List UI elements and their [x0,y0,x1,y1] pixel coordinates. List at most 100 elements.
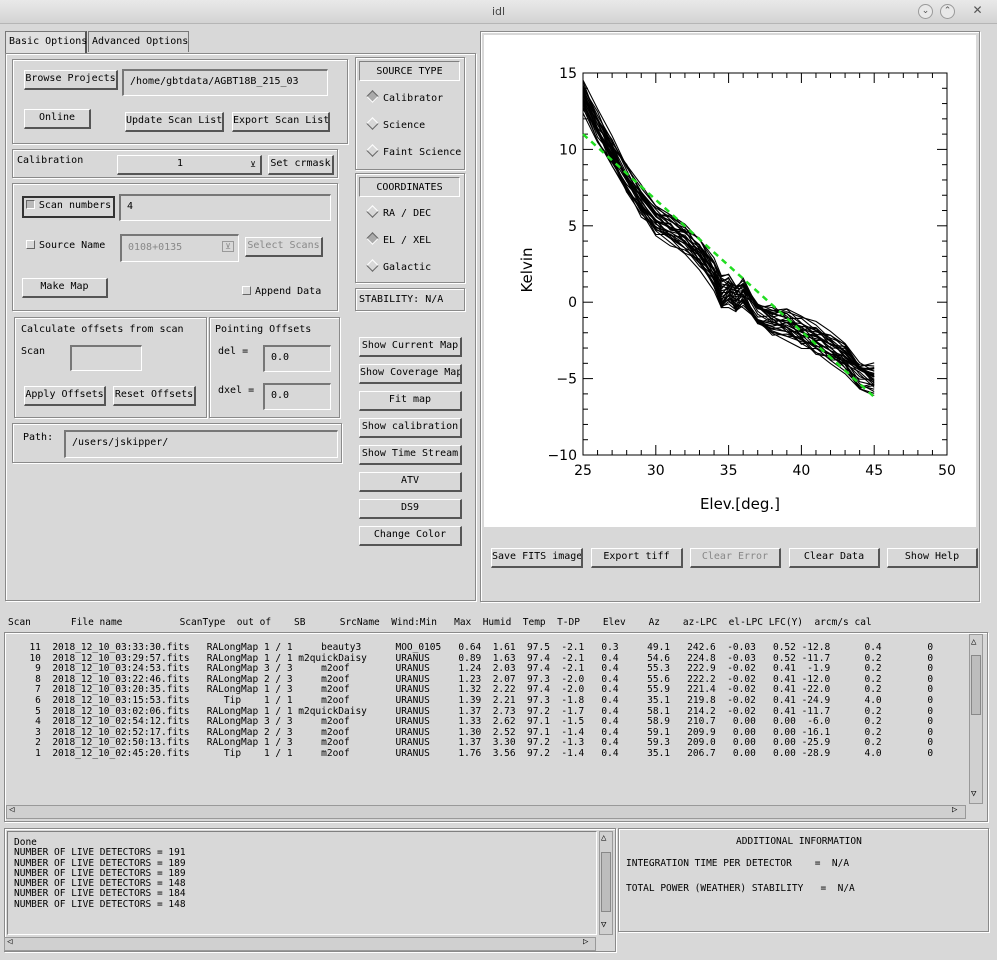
option-label: Calibrator [383,93,444,104]
change-color-button[interactable]: Change Color [359,526,462,546]
minimize-icon[interactable]: ⌄ [918,4,933,19]
console-vscroll[interactable]: △ ▽ [599,831,613,935]
table-row[interactable]: 3 2018_12_10_02:52:17.fits RALongMap 2 /… [18,726,934,738]
table-row[interactable]: 10 2018_12_10_03:29:57.fits RALongMap 1 … [18,652,934,664]
radio-icon [366,259,379,272]
pointing-offsets-panel [209,317,340,418]
coord-el-xel[interactable]: EL / XEL [366,232,431,246]
online-button[interactable]: Online [24,109,91,129]
additional-info-title: ADDITIONAL INFORMATION [736,836,862,847]
scan-numbers-label: Scan numbers [38,200,112,211]
scroll-down-icon[interactable]: ▽ [971,789,977,799]
tab-advanced-options[interactable]: Advanced Options [88,31,189,52]
coord-ra-dec[interactable]: RA / DEC [366,205,432,219]
scan-table-frame [4,632,988,822]
option-label: RA / DEC [383,208,432,219]
table-row[interactable]: 7 2018_12_10_03:20:35.fits RALongMap 1 /… [18,684,934,696]
checkbox-icon [242,286,251,295]
set-crmask-button[interactable]: Set crmask [268,155,334,175]
scroll-up-icon[interactable]: △ [601,833,607,843]
console-line: NUMBER OF LIVE DETECTORS = 191 [14,847,186,859]
del-input[interactable]: 0.0 [263,345,331,372]
table-row[interactable]: 2 2018_12_10_02:50:13.fits RALongMap 1 /… [18,737,934,749]
project-panel [12,59,348,144]
calibration-label: Calibration [17,155,84,166]
coord-galactic[interactable]: Galactic [366,259,431,273]
dxel-input[interactable]: 0.0 [263,383,331,410]
append-data-checkbox[interactable]: Append Data [242,286,321,297]
table-row[interactable]: 1 2018_12_10_02:45:20.fits Tip 1 / 1 m2o… [18,747,934,759]
make-map-button[interactable]: Make Map [22,278,108,298]
console-line: NUMBER OF LIVE DETECTORS = 189 [14,867,186,879]
stability-readout: STABILITY: N/A [355,288,465,311]
show-time-stream-button[interactable]: Show Time Stream [359,445,462,465]
show-help-button[interactable]: Show Help [887,548,978,568]
save-fits-image-button[interactable]: Save FITS image [491,548,583,568]
update-scan-list-button[interactable]: Update Scan List [125,112,224,132]
scan-table-hscroll[interactable]: ◁ ▷ [6,805,966,819]
scan-table-vscroll[interactable]: △ ▽ [969,634,983,804]
source-name-dropdown[interactable]: 0108+0135 ⊻ [120,234,239,262]
checkbox-icon [26,240,35,249]
scroll-up-icon[interactable]: △ [971,637,977,647]
table-row[interactable]: 5 2018_12_10_03:02:06.fits RALongMap 1 /… [18,705,934,717]
scroll-right-icon[interactable]: ▷ [583,937,589,947]
atv-button[interactable]: ATV [359,472,462,492]
scan-numbers-input[interactable]: 4 [119,194,331,221]
scan-table-body[interactable]: 11 2018_12_10_03:33:30.fits RALongMap 1 … [6,634,966,804]
append-data-label: Append Data [255,286,322,297]
scroll-left-icon[interactable]: ◁ [9,805,15,815]
reset-offsets-button[interactable]: Reset Offsets [113,386,196,406]
table-row[interactable]: 11 2018_12_10_03:33:30.fits RALongMap 1 … [18,642,934,653]
fit-line [582,133,876,398]
calc-offsets-title: Calculate offsets from scan [21,324,184,335]
x-tick-label: 35 [720,463,738,479]
show-calibration-button[interactable]: Show calibration [359,418,462,438]
calibration-dropdown[interactable]: 1 ⊻ [117,155,262,175]
path-input[interactable]: /users/jskipper/ [64,430,338,458]
show-current-map-button[interactable]: Show Current Map [359,337,462,357]
export-tiff-button[interactable]: Export tiff [591,548,683,568]
offset-scan-input[interactable] [70,345,142,371]
dropdown-icon: ⊻ [222,241,234,252]
scan-table-header: Scan File name ScanType out of SB SrcNam… [8,617,872,628]
browse-projects-button[interactable]: Browse Projects [24,70,118,90]
option-label: Science [383,120,426,131]
export-scan-list-button[interactable]: Export Scan List [232,112,330,132]
x-axis-label: Elev.[deg.] [700,495,780,513]
scan-numbers-toggle[interactable]: Scan numbers [22,196,115,218]
project-path-field[interactable]: /home/gbtdata/AGBT18B_215_03 [122,69,328,96]
source-type-faint-science[interactable]: Faint Science [366,144,462,158]
ds9-button[interactable]: DS9 [359,499,462,519]
integration-time-readout: INTEGRATION TIME PER DETECTOR = N/A [626,858,850,869]
source-name-checkbox[interactable]: Source Name [26,240,105,251]
path-label: Path: [23,432,54,443]
del-label: del = [218,346,249,357]
series-line [582,89,875,372]
table-row[interactable]: 6 2018_12_10_03:15:53.fits Tip 1 / 1 m2o… [18,694,934,706]
scroll-right-icon[interactable]: ▷ [952,805,958,815]
option-label: Faint Science [383,147,462,158]
console-hscroll[interactable]: ◁ ▷ [4,937,596,951]
scroll-down-icon[interactable]: ▽ [601,920,607,930]
maximize-icon[interactable]: ⌃ [940,4,955,19]
table-row[interactable]: 4 2018_12_10_02:54:12.fits RALongMap 3 /… [18,716,934,728]
scan-label: Scan [21,346,46,357]
series-line [582,88,875,367]
scroll-left-icon[interactable]: ◁ [7,937,13,947]
clear-data-button[interactable]: Clear Data [789,548,880,568]
source-type-calibrator[interactable]: Calibrator [366,90,444,104]
fit-map-button[interactable]: Fit map [359,391,462,411]
console-line: NUMBER OF LIVE DETECTORS = 148 [14,898,186,910]
close-icon[interactable]: ✕ [972,3,983,17]
clear-error-button[interactable]: Clear Error [690,548,781,568]
tab-basic-options[interactable]: Basic Options [5,31,87,53]
scroll-thumb[interactable] [971,655,981,715]
scroll-thumb[interactable] [601,852,611,912]
show-coverage-map-button[interactable]: Show Coverage Map [359,364,462,384]
apply-offsets-button[interactable]: Apply Offsets [24,386,106,406]
table-row[interactable]: 8 2018_12_10_03:22:46.fits RALongMap 2 /… [18,673,934,685]
select-scans-button[interactable]: Select Scans [245,237,323,257]
table-row[interactable]: 9 2018_12_10_03:24:53.fits RALongMap 3 /… [18,663,934,675]
source-type-science[interactable]: Science [366,117,426,131]
